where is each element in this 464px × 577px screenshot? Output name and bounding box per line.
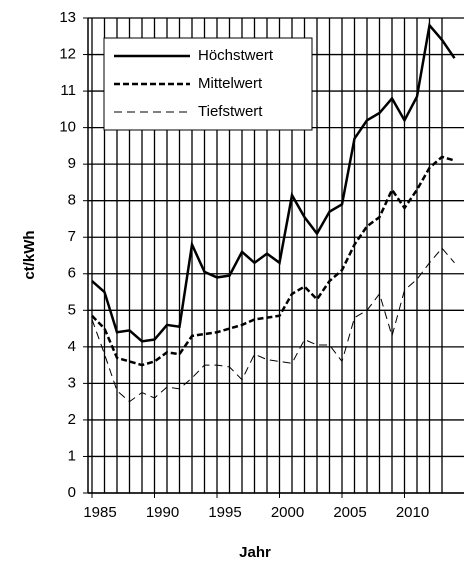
y-tick-label: 7 bbox=[68, 228, 76, 245]
y-tick-label: 9 bbox=[68, 155, 76, 172]
y-axis-label: ct/kWh bbox=[21, 230, 38, 279]
legend-label: Tiefstwert bbox=[198, 103, 263, 120]
y-tick-label: 10 bbox=[59, 119, 76, 136]
y-tick-label: 12 bbox=[59, 46, 76, 63]
y-tick-label: 3 bbox=[68, 374, 76, 391]
x-tick-label: 2000 bbox=[271, 504, 304, 521]
legend: Höchstwert Mittelwert Tiefstwert bbox=[103, 37, 313, 131]
x-tick-label: 2010 bbox=[396, 504, 429, 521]
y-tick-label: 6 bbox=[68, 265, 76, 282]
series-line bbox=[91, 22, 456, 343]
x-tick-label: 2005 bbox=[333, 504, 366, 521]
y-tick-label: 13 bbox=[59, 9, 76, 26]
series-line bbox=[91, 155, 455, 367]
x-axis-label: Jahr bbox=[239, 544, 271, 561]
y-tick-label: 5 bbox=[68, 301, 76, 318]
legend-box bbox=[103, 37, 313, 131]
x-tick-label: 1995 bbox=[208, 504, 241, 521]
x-tick-label: 1990 bbox=[146, 504, 179, 521]
y-tick-label: 0 bbox=[68, 484, 76, 501]
y-tick-label: 1 bbox=[68, 447, 76, 464]
legend-label: Mittelwert bbox=[198, 75, 263, 92]
series-line bbox=[91, 247, 455, 403]
y-tick-label: 2 bbox=[68, 411, 76, 428]
x-tick-label: 1985 bbox=[83, 504, 116, 521]
y-tick-label: 11 bbox=[60, 82, 76, 99]
y-tick-label: 4 bbox=[68, 338, 76, 355]
y-tick-label: 8 bbox=[68, 192, 76, 209]
legend-label: Höchstwert bbox=[198, 47, 274, 64]
